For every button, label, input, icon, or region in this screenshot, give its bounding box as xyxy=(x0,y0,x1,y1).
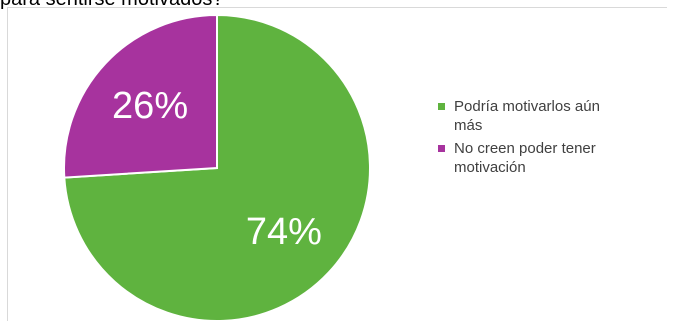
pie-slice-no-creen xyxy=(63,13,218,179)
legend-label-line1: Podría motivarlos aún xyxy=(454,98,600,115)
legend-swatch-green xyxy=(438,103,445,110)
data-label-74: 74% xyxy=(246,211,322,253)
legend-label-line2: más xyxy=(454,117,483,134)
legend-label-line1: No creen poder tener xyxy=(454,140,596,157)
legend-item-podria: Podría motivarlos aún más xyxy=(438,97,668,135)
chart-frame xyxy=(7,7,667,321)
legend-swatch-purple xyxy=(438,145,445,152)
chart-caption: para sentirse motivados? xyxy=(0,0,223,10)
legend-label-line2: motivación xyxy=(454,159,526,176)
legend-item-no-creen: No creen poder tener motivación xyxy=(438,139,668,177)
data-label-26: 26% xyxy=(112,85,188,127)
chart-legend: Podría motivarlos aún más No creen poder… xyxy=(438,97,668,181)
